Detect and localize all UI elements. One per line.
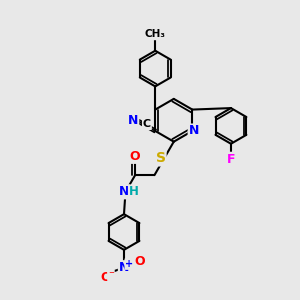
- Text: F: F: [227, 153, 235, 166]
- Text: O: O: [130, 150, 140, 163]
- Text: S: S: [156, 152, 166, 165]
- Text: O: O: [100, 271, 111, 284]
- Text: +: +: [125, 259, 134, 269]
- Text: H: H: [129, 185, 139, 198]
- Text: N: N: [119, 185, 129, 198]
- Text: N: N: [119, 261, 129, 274]
- Text: O: O: [134, 255, 145, 268]
- Text: CH₃: CH₃: [145, 29, 166, 39]
- Text: N: N: [128, 114, 138, 127]
- Text: C: C: [143, 119, 151, 129]
- Text: N: N: [189, 124, 199, 137]
- Text: ⁻: ⁻: [108, 270, 114, 280]
